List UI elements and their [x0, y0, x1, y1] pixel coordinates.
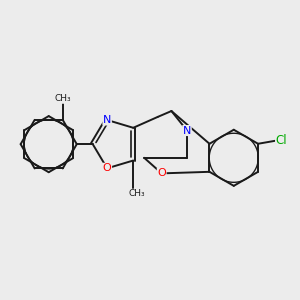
Text: N: N	[103, 115, 111, 125]
Text: N: N	[183, 125, 191, 136]
Text: CH₃: CH₃	[54, 94, 71, 103]
Text: O: O	[103, 163, 112, 173]
Text: Cl: Cl	[276, 134, 287, 147]
Text: CH₃: CH₃	[129, 189, 146, 198]
Text: O: O	[157, 168, 166, 178]
